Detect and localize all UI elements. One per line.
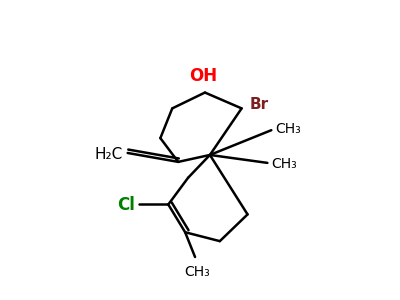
Text: CH₃: CH₃ — [184, 265, 210, 279]
Text: CH₃: CH₃ — [271, 157, 297, 171]
Text: OH: OH — [189, 67, 217, 85]
Text: Br: Br — [250, 97, 269, 112]
Text: H₂C: H₂C — [94, 148, 123, 163]
Text: Cl: Cl — [117, 196, 135, 214]
Text: CH₃: CH₃ — [275, 122, 301, 136]
